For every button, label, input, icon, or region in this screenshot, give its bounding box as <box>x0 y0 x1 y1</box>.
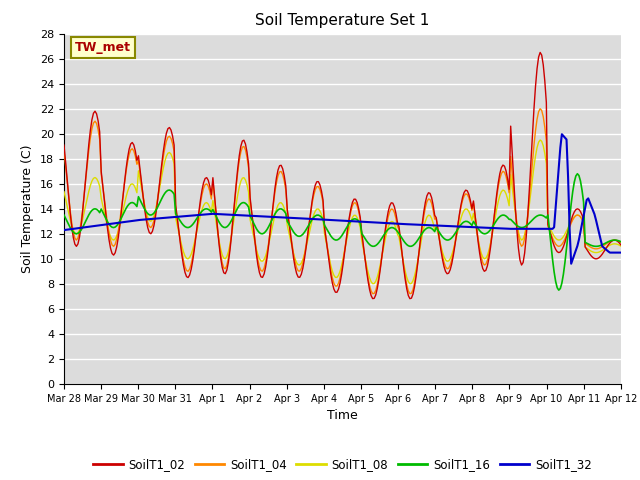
Title: Soil Temperature Set 1: Soil Temperature Set 1 <box>255 13 429 28</box>
X-axis label: Time: Time <box>327 409 358 422</box>
Legend: SoilT1_02, SoilT1_04, SoilT1_08, SoilT1_16, SoilT1_32: SoilT1_02, SoilT1_04, SoilT1_08, SoilT1_… <box>88 454 596 476</box>
Text: TW_met: TW_met <box>75 41 131 54</box>
Y-axis label: Soil Temperature (C): Soil Temperature (C) <box>22 144 35 273</box>
